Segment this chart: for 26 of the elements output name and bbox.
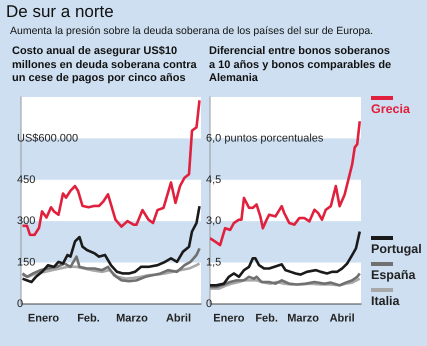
y-tick-label: 150 (17, 256, 36, 268)
x-tick-label: Enero (28, 312, 60, 324)
x-tick-label: Enero (213, 312, 245, 324)
chart-subtitle: Aumenta la presión sobre la deuda soberana de los países del sur de Europa. (10, 25, 374, 37)
y-tick-label: 0 (206, 298, 212, 310)
chart-title: Diferencial entre bonos soberanos a 10 años y bonos comparables de Alemania (209, 45, 392, 86)
x-tick-label: Marzo (116, 312, 148, 324)
y-tick-label: 450 (17, 174, 36, 186)
x-tick-label: Feb. (255, 312, 278, 324)
y-tick-label: 300 (17, 215, 36, 228)
y-tick-label: 3,0 (206, 215, 222, 228)
text: Costo anual de asegurar US$10 millones en deuda soberana contra un cese de pagos por cinco años (12, 45, 198, 86)
legend-label: Italia (371, 294, 400, 308)
y-tick-label: 0 (17, 298, 24, 310)
y-tick-label: 1,5 (206, 256, 222, 268)
legend-label: Portugal (371, 242, 422, 256)
y-tick-label: 4,5 (206, 174, 222, 186)
y-tick-label: US$600.000 (17, 132, 78, 144)
x-tick-label: Abril (330, 312, 355, 324)
legend-label: Grecia (371, 102, 410, 116)
y-tick-label: 6,0 puntos porcentuales (206, 132, 324, 144)
x-tick-label: Feb. (77, 312, 100, 324)
legend-label: España (371, 268, 416, 282)
chart-title: De sur a norte (6, 2, 114, 22)
x-tick-label: Marzo (287, 312, 320, 324)
x-tick-label: Abril (166, 312, 192, 324)
